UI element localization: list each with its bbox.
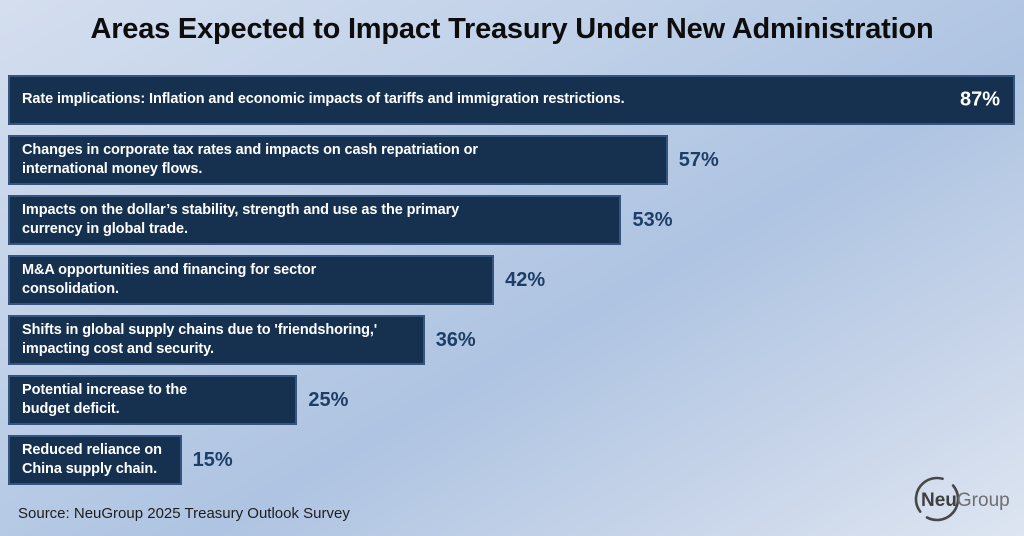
bar-supply-chain-shifts: Shifts in global supply chains due to 'f… [8,315,425,365]
bar-row: Changes in corporate tax rates and impac… [8,135,1015,185]
bar-dollar-stability: Impacts on the dollar’s stability, stren… [8,195,622,245]
neugroup-logo: NeuGroup [910,472,1012,531]
bar-label: Shifts in global supply chains due to 'f… [22,321,378,357]
bar-label: Potential increase to the budget deficit… [22,381,188,417]
value-label: 87% [959,88,1000,111]
value-label: 36% [435,328,476,351]
bar-corporate-tax: Changes in corporate tax rates and impac… [8,135,668,185]
chart-title: Areas Expected to Impact Treasury Under … [90,13,934,45]
bar-label: Reduced reliance on China supply chain. [22,441,162,477]
bar-label: Rate implications: Inflation and economi… [22,91,625,108]
logo-text-neu: NeuGroup [921,490,1010,511]
bar-rate-implications: Rate implications: Inflation and economi… [8,75,1015,125]
bar-china-reliance: Reduced reliance on China supply chain. [8,435,182,485]
value-label: 25% [308,388,349,411]
logo-text-group: Group [957,490,1010,511]
neugroup-logo-graphic: NeuGroup [914,476,1010,522]
bar-row: M&A opportunities and financing for sect… [8,255,1015,305]
source-citation: Source: NeuGroup 2025 Treasury Outlook S… [18,505,350,522]
bar-row: Reduced reliance on China supply chain. … [8,435,1015,485]
bar-chart: Rate implications: Inflation and economi… [8,75,1015,495]
bar-row: Shifts in global supply chains due to 'f… [8,315,1015,365]
value-label: 57% [678,148,719,171]
bar-budget-deficit: Potential increase to the budget deficit… [8,375,298,425]
bar-label: Impacts on the dollar’s stability, stren… [22,201,460,237]
value-label: 42% [505,268,546,291]
bar-row: Rate implications: Inflation and economi… [8,75,1015,125]
bar-label: Changes in corporate tax rates and impac… [22,141,478,177]
bar-ma-opportunities: M&A opportunities and financing for sect… [8,255,495,305]
bar-row: Impacts on the dollar’s stability, stren… [8,195,1015,245]
bar-label: M&A opportunities and financing for sect… [22,261,317,297]
value-label: 15% [192,448,233,471]
logo-circle-swoosh [914,476,960,522]
value-label: 53% [632,208,673,231]
bar-row: Potential increase to the budget deficit… [8,375,1015,425]
